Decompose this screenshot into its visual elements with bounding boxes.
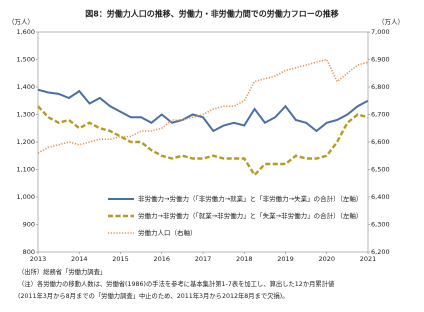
- y2-tick-label: 7,000: [371, 28, 390, 36]
- x-tick-label: 2013: [30, 255, 47, 263]
- chart-title: 図8：労働力人口の推移、労働力・非労働力間での労働力フローの推移: [85, 9, 339, 19]
- legend-label: 労働力人口（右軸）: [138, 228, 197, 237]
- y-tick-label: 1,200: [16, 138, 35, 146]
- legend-label: 労働力→非労働力（「就業→非労働力」と「失業→非労働力」の合計）（左軸）: [138, 211, 362, 220]
- y-tick-label: 1,100: [16, 166, 35, 174]
- y2-tick-label: 6,800: [371, 83, 390, 91]
- y-tick-label: 1,000: [16, 193, 35, 201]
- y2-unit: （万人）: [378, 18, 404, 26]
- y2-tick-label: 6,200: [371, 248, 390, 256]
- y2-tick-label: 6,600: [371, 138, 390, 146]
- y2-tick-label: 6,500: [371, 166, 390, 174]
- x-tick-label: 2019: [277, 255, 294, 263]
- y-unit: （万人）: [8, 18, 34, 26]
- y-tick-label: 800: [23, 248, 35, 256]
- y2-tick-label: 6,400: [371, 193, 390, 201]
- x-tick-label: 2015: [112, 255, 129, 263]
- series-line: [37, 58, 369, 154]
- note: （出所）総務省「労働力調査」: [18, 267, 106, 276]
- x-tick-label: 2016: [153, 255, 170, 263]
- x-tick-label: 2017: [195, 255, 212, 263]
- x-tick-label: 2018: [236, 255, 253, 263]
- series-line: [37, 88, 369, 133]
- y2-tick-label: 6,300: [371, 221, 390, 229]
- y-tick-label: 1,400: [16, 83, 35, 91]
- y-tick-label: 900: [23, 221, 35, 229]
- y-tick-label: 1,600: [16, 28, 35, 36]
- y2-tick-label: 6,900: [371, 56, 390, 64]
- x-tick-label: 2021: [360, 255, 377, 263]
- note: （注）各労働力の移動人数は、労働省(1986)の手法を参考に基本集計第1-7表を…: [18, 279, 335, 288]
- note: (2011年3月から8月までの「労働力調査」中止のため、2011年3月から201…: [18, 291, 289, 300]
- y-tick-label: 1,300: [16, 111, 35, 119]
- y2-tick-label: 6,700: [371, 111, 390, 119]
- x-tick-label: 2020: [318, 255, 335, 263]
- y-tick-label: 1,500: [16, 56, 35, 64]
- legend-label: 非労働力→労働力（「非労働力→就業」と「非労働力→失業」の合計）（左軸）: [138, 194, 362, 203]
- x-tick-label: 2014: [71, 255, 88, 263]
